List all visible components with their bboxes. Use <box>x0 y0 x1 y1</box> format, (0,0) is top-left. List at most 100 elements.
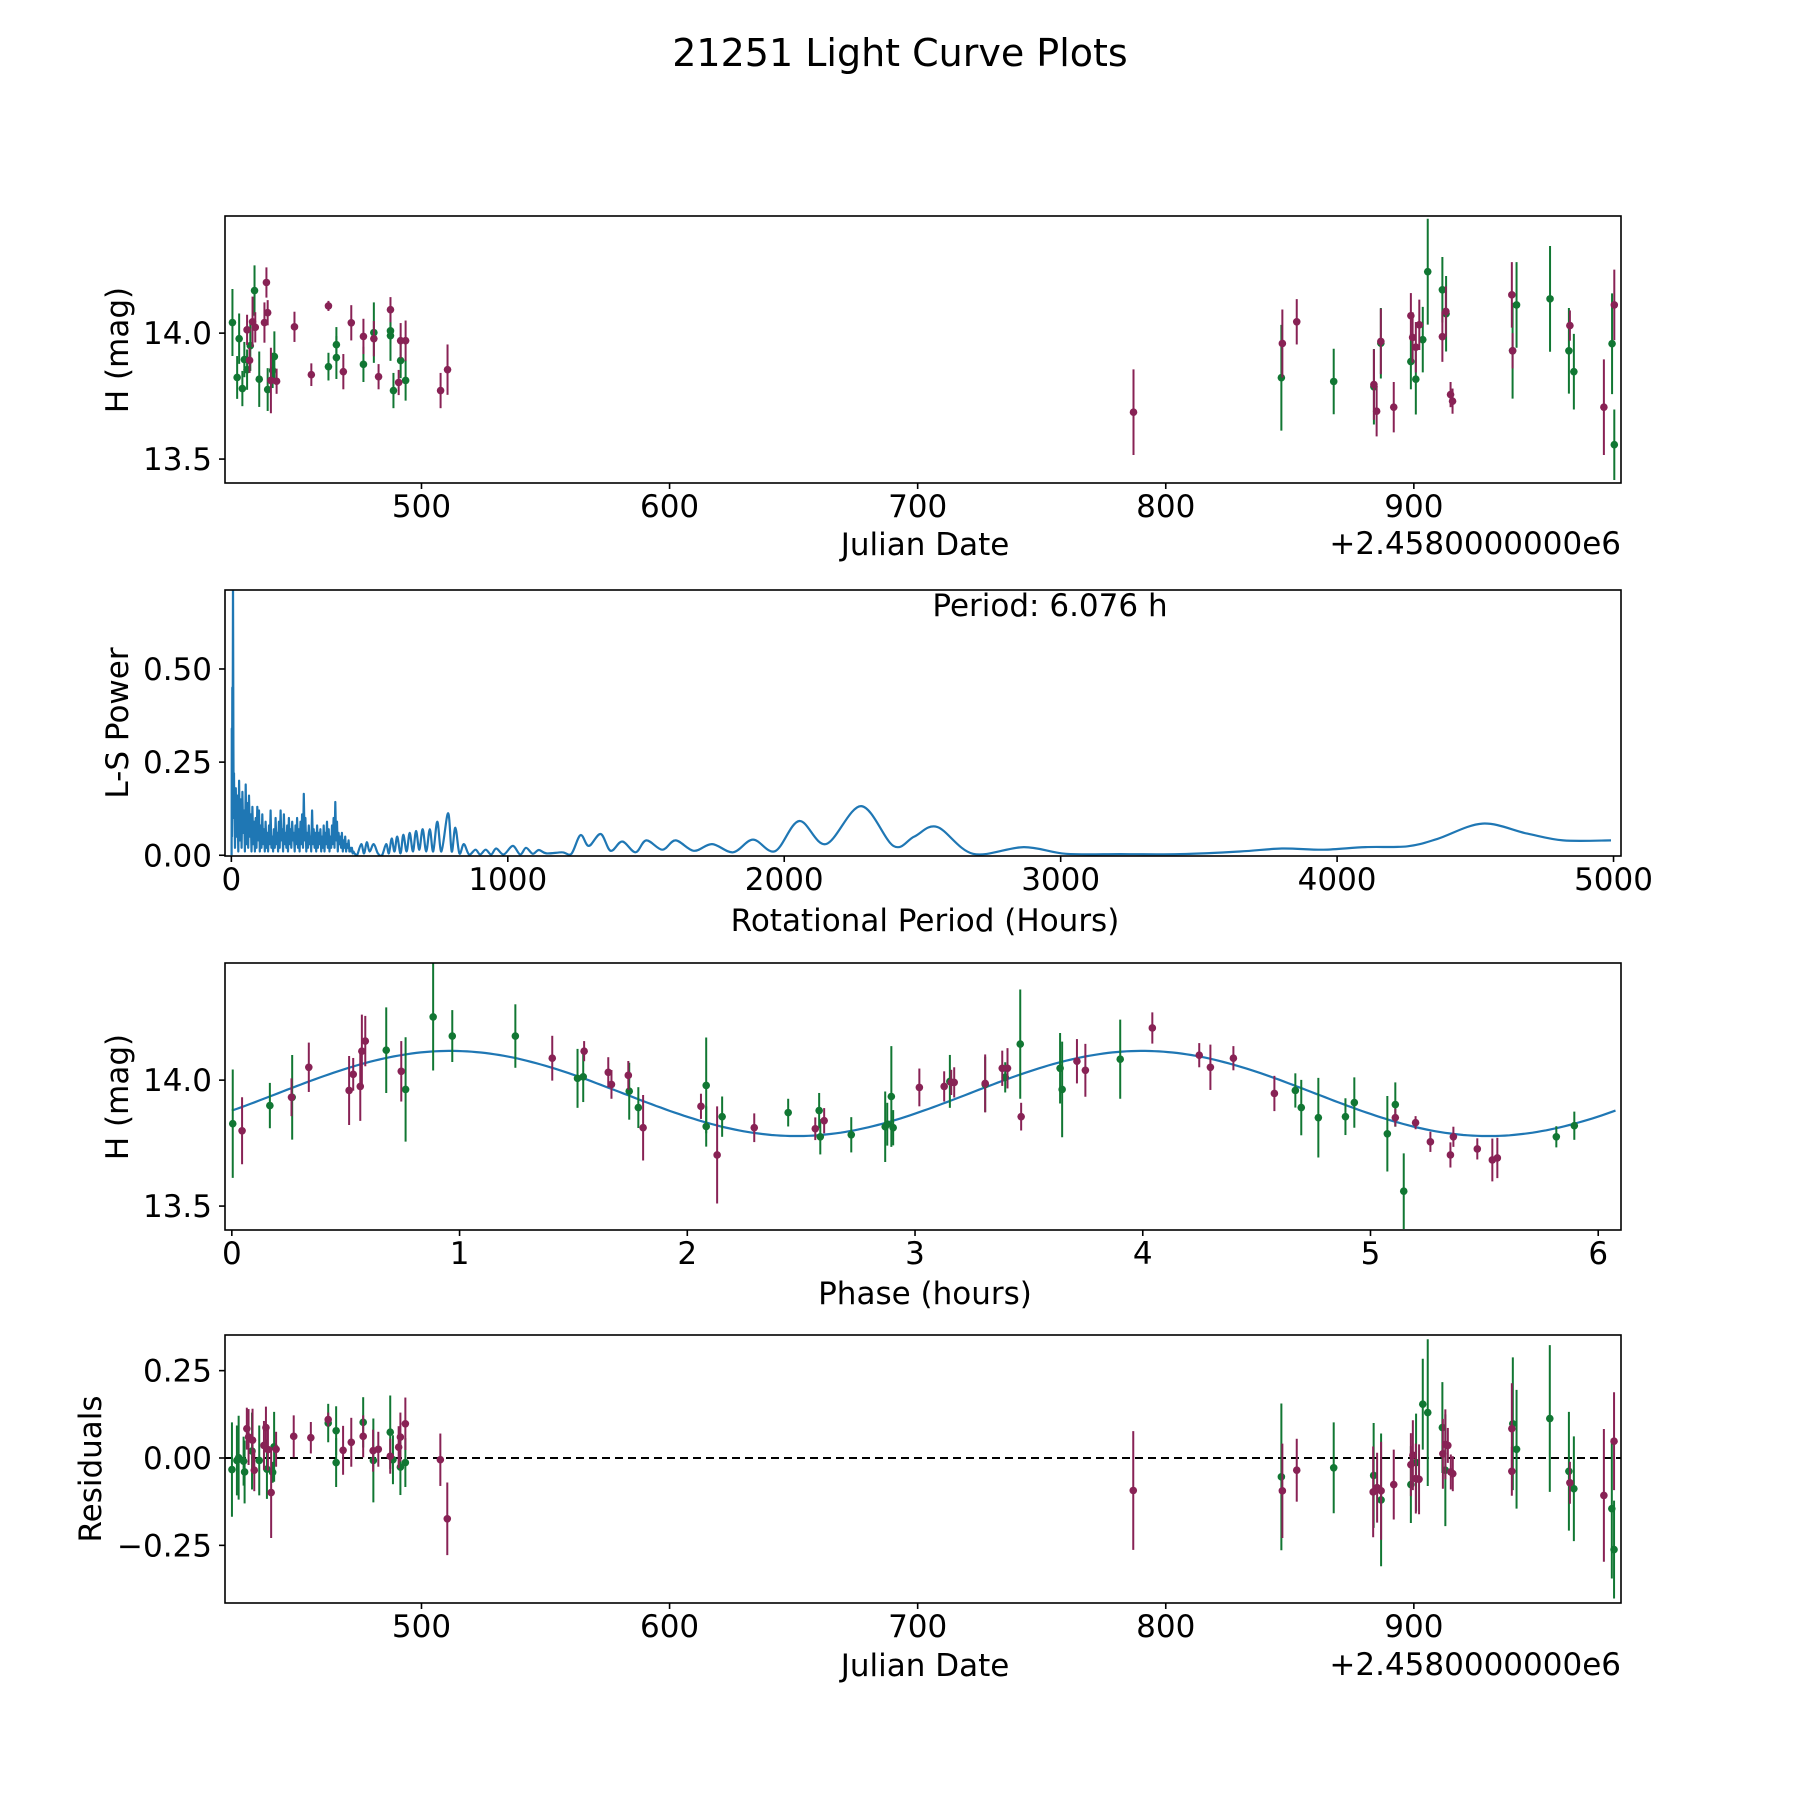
data-point <box>697 1093 705 1119</box>
data-marker <box>245 356 254 365</box>
periodogram-xlabel: Rotational Period (Hours) <box>731 903 1120 939</box>
data-marker <box>1493 1154 1502 1162</box>
phased-plot-area <box>228 963 1616 1229</box>
fit-model-curve <box>231 1049 1616 1138</box>
data-point <box>245 347 254 373</box>
data-marker <box>1389 403 1398 411</box>
data-marker <box>1418 1400 1427 1408</box>
data-marker <box>1270 1089 1279 1098</box>
data-point <box>324 352 333 381</box>
data-point <box>815 1092 823 1129</box>
data-marker <box>401 376 410 385</box>
data-marker <box>358 1047 366 1055</box>
data-point <box>358 1014 366 1088</box>
data-point <box>287 1078 296 1117</box>
data-point <box>1608 293 1616 395</box>
data-marker <box>250 286 259 295</box>
data-marker <box>1003 1064 1012 1073</box>
data-marker <box>386 1428 395 1436</box>
data-marker <box>1391 1113 1400 1122</box>
data-point <box>250 265 259 316</box>
data-marker <box>1399 1187 1408 1196</box>
data-point <box>347 1417 356 1467</box>
data-point <box>1448 1456 1457 1492</box>
phased-xlabel: Phase (hours) <box>818 1276 1032 1312</box>
data-point <box>1017 1102 1025 1131</box>
x-tick-label: 500 <box>392 1609 451 1645</box>
x-tick-label: 4 <box>1133 1236 1153 1272</box>
data-point <box>324 300 333 311</box>
data-point <box>1391 1108 1400 1127</box>
data-point <box>702 1106 710 1147</box>
data-marker <box>1412 375 1420 384</box>
data-marker <box>238 1126 246 1135</box>
data-marker <box>386 331 395 340</box>
data-point <box>1473 1138 1482 1160</box>
data-point <box>401 320 410 361</box>
data-point <box>1508 1446 1516 1496</box>
period-annotation: Period: 6.076 h <box>932 588 1167 624</box>
data-point <box>816 1119 825 1155</box>
x-tick-label: 600 <box>640 1609 699 1645</box>
data-point <box>1546 245 1554 352</box>
data-point <box>1383 1095 1392 1172</box>
data-point <box>1399 1153 1408 1229</box>
data-point <box>915 1068 924 1107</box>
data-marker <box>1372 407 1381 416</box>
data-marker <box>1610 301 1619 309</box>
data-marker <box>1508 1424 1516 1433</box>
data-point <box>389 372 398 409</box>
data-point <box>228 289 237 357</box>
data-point <box>718 1096 726 1137</box>
data-point <box>511 1004 520 1068</box>
data-point <box>267 1447 275 1539</box>
data-marker <box>1350 1098 1359 1107</box>
data-point <box>263 368 272 411</box>
data-marker <box>1206 1063 1215 1072</box>
data-marker <box>290 323 299 331</box>
data-marker <box>1546 295 1554 303</box>
data-point <box>386 297 395 323</box>
data-point <box>950 1067 958 1098</box>
data-marker <box>1570 1484 1578 1493</box>
data-point <box>394 369 403 396</box>
data-marker <box>443 1514 452 1523</box>
data-point <box>713 1106 721 1204</box>
data-point <box>332 336 341 379</box>
data-marker <box>702 1122 710 1131</box>
x-tick-label: 700 <box>888 1609 947 1645</box>
data-marker <box>1600 1491 1608 1500</box>
data-marker <box>1195 1051 1204 1059</box>
data-marker <box>887 1092 896 1101</box>
data-point <box>1610 1392 1618 1491</box>
data-point <box>1129 369 1138 456</box>
data-point <box>1291 1073 1300 1108</box>
data-point <box>1206 1044 1215 1090</box>
data-marker <box>607 1080 616 1089</box>
data-marker <box>356 1082 365 1091</box>
data-point <box>1408 312 1417 363</box>
data-marker <box>347 1438 356 1447</box>
data-point <box>349 1057 358 1091</box>
data-marker <box>1297 1103 1306 1112</box>
data-marker <box>263 308 272 317</box>
data-marker <box>1566 1479 1574 1487</box>
data-marker <box>389 386 398 395</box>
data-marker <box>267 1488 275 1497</box>
data-marker <box>1148 1024 1157 1032</box>
data-marker <box>238 384 247 393</box>
data-marker <box>228 1119 237 1128</box>
data-marker <box>639 1123 647 1132</box>
data-marker <box>548 1054 557 1063</box>
data-marker <box>1610 1437 1618 1446</box>
data-point <box>339 354 348 390</box>
data-point <box>1570 1436 1578 1542</box>
x-tick-label: 5000 <box>1574 862 1653 898</box>
data-point <box>1426 1131 1435 1152</box>
data-marker <box>1545 1414 1554 1423</box>
data-marker <box>370 334 378 343</box>
data-marker <box>1570 1121 1579 1130</box>
phased-panel: Phase (hours) H (mag) 0 1 2 3 4 5 6 13.5 14.0 <box>100 962 1622 1312</box>
data-point <box>1377 1441 1385 1540</box>
data-marker <box>1600 403 1608 411</box>
